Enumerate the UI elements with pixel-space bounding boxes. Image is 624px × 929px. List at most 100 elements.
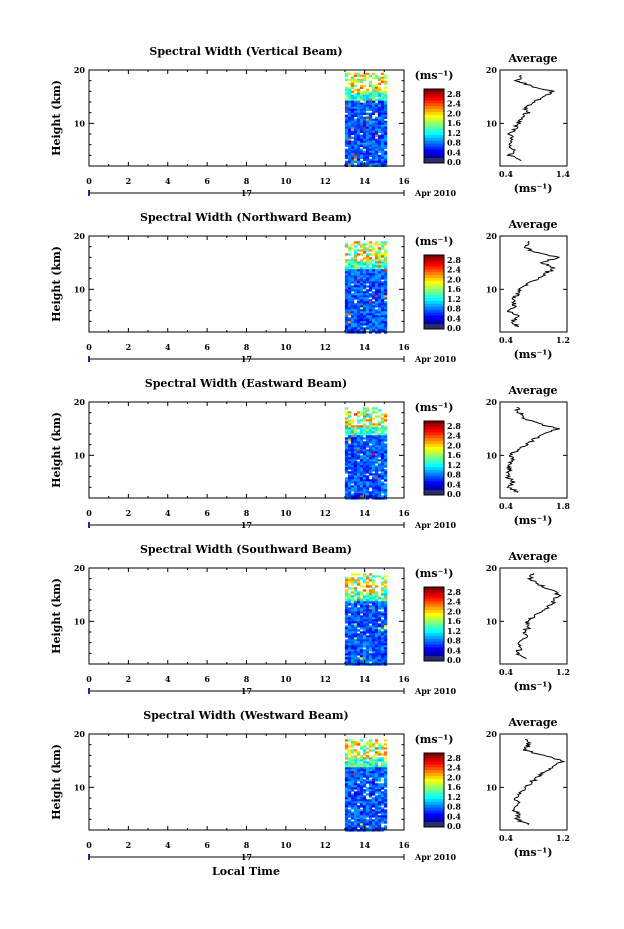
heatmap-cell [365, 771, 370, 774]
heatmap-cell [374, 469, 379, 472]
heatmap-cell [356, 281, 361, 284]
heatmap-cell [377, 409, 382, 412]
heatmap-cell [347, 607, 352, 610]
heatmap-cell [374, 102, 379, 105]
heatmap-cell [356, 154, 361, 157]
heatmap-cell [350, 769, 355, 772]
heatmap-cell [365, 805, 370, 808]
heatmap-cell [383, 261, 388, 264]
colorbar-tick-label: 0.0 [447, 821, 461, 831]
heatmap-cell [350, 661, 355, 664]
heatmap-cell [362, 323, 367, 326]
heatmap-cell [377, 647, 382, 650]
heatmap-cell [380, 241, 385, 244]
heatmap-cell [362, 106, 367, 109]
heatmap-cell [371, 325, 376, 328]
heatmap-cell [344, 819, 349, 822]
heatmap-cell [350, 114, 355, 117]
heatmap-cell [377, 493, 382, 496]
heatmap-cell [365, 443, 370, 446]
heatmap-cell [377, 619, 382, 622]
heatmap-cell [359, 285, 364, 288]
heatmap-cell [368, 116, 373, 119]
heatmap-cell [380, 271, 385, 274]
heatmap-cell [350, 625, 355, 628]
heatmap-cell [350, 108, 355, 111]
heatmap-cell [350, 651, 355, 654]
heatmap-cell [374, 741, 379, 744]
heatmap-cell [374, 92, 379, 95]
heatmap-cell [368, 421, 373, 424]
heatmap-cell [353, 809, 358, 812]
heatmap-cell [359, 645, 364, 648]
profile-title: Average [507, 218, 557, 231]
heatmap-cell [371, 297, 376, 300]
heatmap-cell [377, 745, 382, 748]
heatmap-cell [344, 265, 349, 268]
heatmap-cell [383, 243, 388, 246]
profile-y-tick-label: 10 [486, 782, 498, 792]
heatmap-cell [368, 126, 373, 129]
profile-title: Average [507, 550, 557, 563]
heatmap-cell [365, 463, 370, 466]
heatmap-cell [383, 641, 388, 644]
heatmap-cell [383, 445, 388, 448]
heatmap-cell [365, 465, 370, 468]
heatmap-cell [359, 745, 364, 748]
heatmap-cell [380, 455, 385, 458]
heatmap-cell [347, 291, 352, 294]
x-tick-label: 14 [359, 840, 371, 850]
heatmap-cell [347, 457, 352, 460]
heatmap-cell [350, 453, 355, 456]
heatmap-cell [380, 655, 385, 658]
heatmap-cell [374, 659, 379, 662]
colorbar-segment [424, 426, 444, 431]
heatmap-cell [380, 72, 385, 75]
heatmap-cell [356, 825, 361, 828]
heatmap-cell [359, 447, 364, 450]
heatmap-cell [365, 619, 370, 622]
heatmap-cell [356, 613, 361, 616]
colorbar-segment [424, 796, 444, 800]
colorbar-segment [424, 647, 444, 651]
profile-y-tick-label: 10 [486, 616, 498, 626]
heatmap-cell [344, 827, 349, 830]
heatmap-cell [374, 611, 379, 614]
heatmap-cell [347, 130, 352, 133]
heatmap-cell [344, 114, 349, 117]
heatmap-cell [368, 757, 373, 760]
heatmap-cell [374, 441, 379, 444]
heatmap-cell [350, 495, 355, 498]
heatmap-cell [350, 595, 355, 598]
heatmap-cell [374, 122, 379, 125]
heatmap-cell [359, 162, 364, 165]
heatmap-cell [383, 495, 388, 498]
heatmap-cell [374, 455, 379, 458]
heatmap-cell [371, 323, 376, 326]
colorbar-segment [424, 458, 444, 462]
heatmap-cell [371, 487, 376, 490]
heatmap-cell [380, 273, 385, 276]
heatmap-cell [371, 489, 376, 492]
heatmap-cell [380, 641, 385, 644]
heatmap-cell [359, 319, 364, 322]
heatmap-cell [356, 609, 361, 612]
heatmap-cell [362, 100, 367, 103]
x-tick-label: 0 [86, 176, 92, 186]
heatmap-cell [383, 777, 388, 780]
profile-y-tick-label: 20 [486, 397, 498, 407]
heatmap-cell [347, 443, 352, 446]
heatmap-cell [371, 493, 376, 496]
colorbar-unit: (ms⁻¹) [415, 401, 454, 414]
heatmap-cell [347, 637, 352, 640]
heatmap-cell [383, 591, 388, 594]
heatmap-cell [359, 791, 364, 794]
x-tick-label: 12 [320, 674, 331, 684]
heatmap-cell [344, 615, 349, 618]
heatmap-cell [359, 108, 364, 111]
heatmap-cell [368, 783, 373, 786]
heatmap-cell [359, 779, 364, 782]
heatmap-cell [353, 801, 358, 804]
heatmap-cell [371, 411, 376, 414]
heatmap-cell [374, 799, 379, 802]
